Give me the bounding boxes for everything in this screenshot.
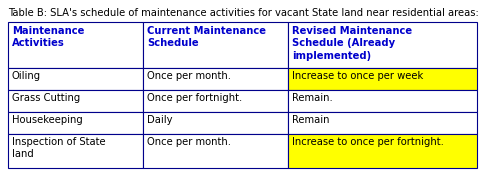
Text: Increase to once per fortnight.: Increase to once per fortnight.	[292, 137, 443, 147]
Bar	[143, 22, 288, 68]
Bar	[143, 134, 288, 168]
Bar	[8, 68, 143, 90]
Text: Once per fortnight.: Once per fortnight.	[147, 93, 242, 103]
Bar	[288, 22, 476, 68]
Bar	[143, 90, 288, 112]
Text: Housekeeping: Housekeeping	[12, 115, 83, 125]
Text: Once per month.: Once per month.	[147, 137, 230, 147]
Bar	[8, 90, 143, 112]
Bar	[288, 112, 476, 134]
Bar	[143, 112, 288, 134]
Text: Revised Maintenance
Schedule (Already
implemented): Revised Maintenance Schedule (Already im…	[292, 26, 412, 61]
Text: Maintenance
Activities: Maintenance Activities	[12, 26, 84, 48]
Text: Current Maintenance
Schedule: Current Maintenance Schedule	[147, 26, 266, 48]
Text: Table B: SLA's schedule of maintenance activities for vacant State land near res: Table B: SLA's schedule of maintenance a…	[8, 8, 478, 18]
Text: Increase to once per week: Increase to once per week	[292, 71, 423, 81]
Text: Oiling: Oiling	[12, 71, 41, 81]
Bar	[8, 22, 143, 68]
Text: Remain.: Remain.	[292, 93, 333, 103]
Bar	[143, 68, 288, 90]
Bar	[8, 112, 143, 134]
Text: Remain: Remain	[292, 115, 329, 125]
Bar	[288, 68, 476, 90]
Bar	[288, 90, 476, 112]
Bar	[8, 134, 143, 168]
Text: Once per month.: Once per month.	[147, 71, 230, 81]
Text: Daily: Daily	[147, 115, 172, 125]
Bar	[288, 134, 476, 168]
Text: Inspection of State
land: Inspection of State land	[12, 137, 106, 159]
Text: Grass Cutting: Grass Cutting	[12, 93, 80, 103]
